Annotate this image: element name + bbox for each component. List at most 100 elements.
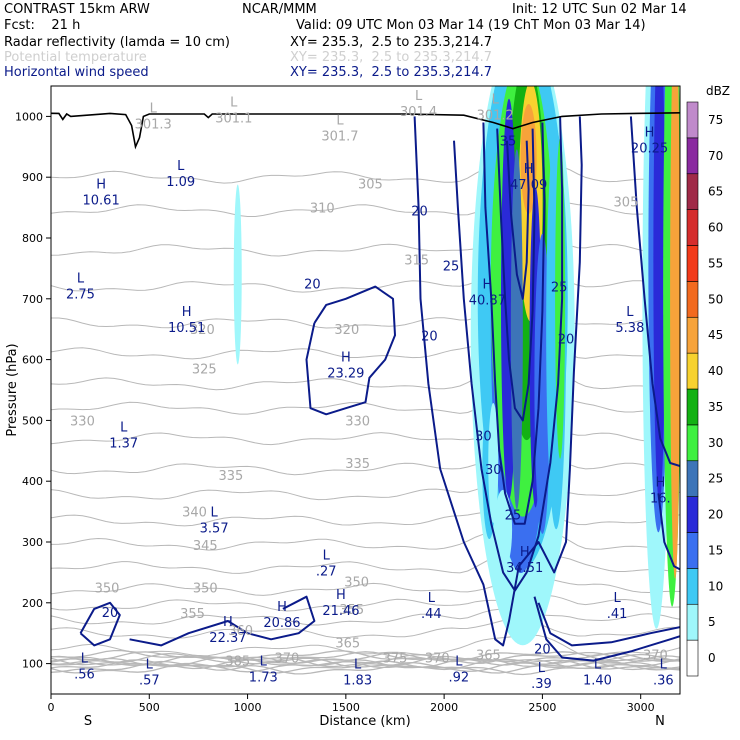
wind-speed-contour [629, 116, 680, 467]
colorbar-swatch [686, 316, 699, 354]
extremum-type: L [77, 272, 85, 287]
colorbar-swatch [686, 281, 699, 318]
extremum-type: L [81, 652, 89, 667]
theta-contour [51, 460, 680, 476]
north-end-label: N [655, 714, 665, 729]
theta-contour-label: 310 [310, 202, 335, 217]
colorbar-swatch [686, 603, 699, 641]
theta-contour-label: 305 [614, 196, 639, 211]
wind-speed-label: 35 [500, 135, 517, 150]
theta-contour-label: 350 [344, 576, 369, 591]
theta-contour-label: 315 [404, 253, 429, 268]
theta-contour [51, 649, 680, 663]
colorbar-level-label: 45 [708, 328, 723, 342]
theta-contour [51, 608, 680, 626]
extremum-type: H [277, 600, 287, 615]
wind-speed-contour [413, 116, 583, 647]
theta-contour [51, 309, 680, 329]
reflectivity-cell [510, 149, 523, 510]
y-tick-label: 200 [22, 597, 43, 610]
colorbar-swatch [686, 388, 699, 426]
colorbar-level-label: 35 [708, 400, 723, 414]
wind-speed-label: 25 [443, 259, 460, 274]
colorbar-level-label: 10 [708, 579, 723, 593]
colorbar-level-label: 20 [708, 508, 723, 522]
colorbar-level-label: 65 [708, 185, 723, 199]
extremum-value: 5.38 [615, 321, 644, 336]
extremum-type: H [655, 475, 665, 490]
wind-speed-label: 25 [505, 509, 522, 524]
wind-speed-contour [533, 596, 680, 662]
terrain-line [51, 112, 680, 150]
wind-speed-contour [453, 116, 564, 592]
extremum-value: 10.61 [83, 193, 120, 208]
extremum-type: H [223, 615, 233, 630]
theta-contour-label: 365 [335, 636, 360, 651]
extremum-type: L [415, 89, 423, 104]
extremum-value: 16. [650, 491, 671, 506]
reflectivity-cell [488, 402, 499, 523]
reflectivity-cell [653, 86, 666, 503]
reflectivity-column-weak [233, 184, 242, 365]
x-tick-label: 2500 [528, 701, 556, 714]
wind-speed-label: 20 [304, 278, 321, 293]
extremum-value: .56 [74, 668, 95, 683]
extremum-type: H [96, 177, 106, 192]
theta-contour [51, 505, 680, 527]
wind-speed-contour [657, 493, 680, 571]
extremum-value: 1.37 [109, 437, 138, 452]
extremum-value: 34.51 [506, 561, 543, 576]
contour-labels: 385 370 375 370 365 370 365 360 355 355 350 350 350 3… [66, 89, 674, 692]
theta-contour [51, 552, 680, 574]
theta-contour [51, 618, 680, 639]
theta-contour [51, 369, 680, 391]
extremum-type: L [120, 421, 128, 436]
colorbar-level-label: 70 [708, 149, 723, 163]
colorbar-level-label: 5 [708, 615, 716, 629]
extremum-type: L [428, 591, 436, 606]
colorbar: 0 5 10 15 20 25 30 35 40 45 50 55 60 65 70 75 [686, 101, 723, 677]
extremum-value: 1.73 [249, 671, 278, 686]
x-tick-label: 1500 [332, 701, 360, 714]
reflectivity-cell [670, 86, 680, 579]
y-tick-label: 100 [22, 658, 43, 671]
extremum-type: L [626, 305, 634, 320]
theta-contour-label: 330 [70, 414, 95, 429]
field-reflectivity-xy: XY= 235.3, 2.5 to 235.3,214.7 [290, 35, 493, 50]
forecast-hour: Fcst: 21 h [4, 18, 81, 33]
wind-speed-contour [537, 602, 680, 647]
theta-contour [51, 482, 680, 501]
theta-contour-label: 335 [218, 469, 243, 484]
theta-contour [51, 655, 680, 669]
y-tick-label: 1000 [15, 110, 43, 123]
wind-speed-contour [79, 601, 121, 647]
colorbar-level-label: 0 [708, 651, 716, 665]
extremum-value: 301.2 [477, 108, 514, 123]
colorbar-swatch [686, 173, 699, 210]
theta-contour [51, 277, 680, 293]
extremum-type: H [336, 588, 346, 603]
extremum-type: L [538, 661, 546, 676]
extremum-value: 20.25 [631, 142, 668, 157]
extremum-value: 1.83 [343, 674, 372, 689]
theta-contour [51, 594, 680, 612]
colorbar-swatch [686, 137, 699, 175]
valid-time: Valid: 09 UTC Mon 03 Mar 14 (19 ChT Mon … [296, 18, 646, 33]
extremum-value: .92 [449, 671, 470, 686]
theta-contour [51, 651, 680, 665]
extremum-value: 47.09 [510, 178, 547, 193]
y-tick-label: 700 [22, 293, 43, 306]
extremum-value: 20.86 [263, 616, 300, 631]
wind-speed-label: 20 [421, 329, 438, 344]
colorbar-level-label: 25 [708, 472, 723, 486]
extremum-value: .27 [316, 564, 337, 579]
theta-contour-label: 350 [193, 582, 218, 597]
colorbar-swatch [686, 532, 699, 569]
wind-speed-contour [305, 285, 396, 416]
extremum-value: .44 [421, 607, 442, 622]
theta-contour-label: 330 [345, 414, 370, 429]
wind-speed-label: 20 [534, 642, 551, 657]
theta-contour [51, 656, 680, 670]
theta-contour-label: 365 [476, 648, 501, 663]
extremum-value: 2.75 [66, 288, 95, 303]
